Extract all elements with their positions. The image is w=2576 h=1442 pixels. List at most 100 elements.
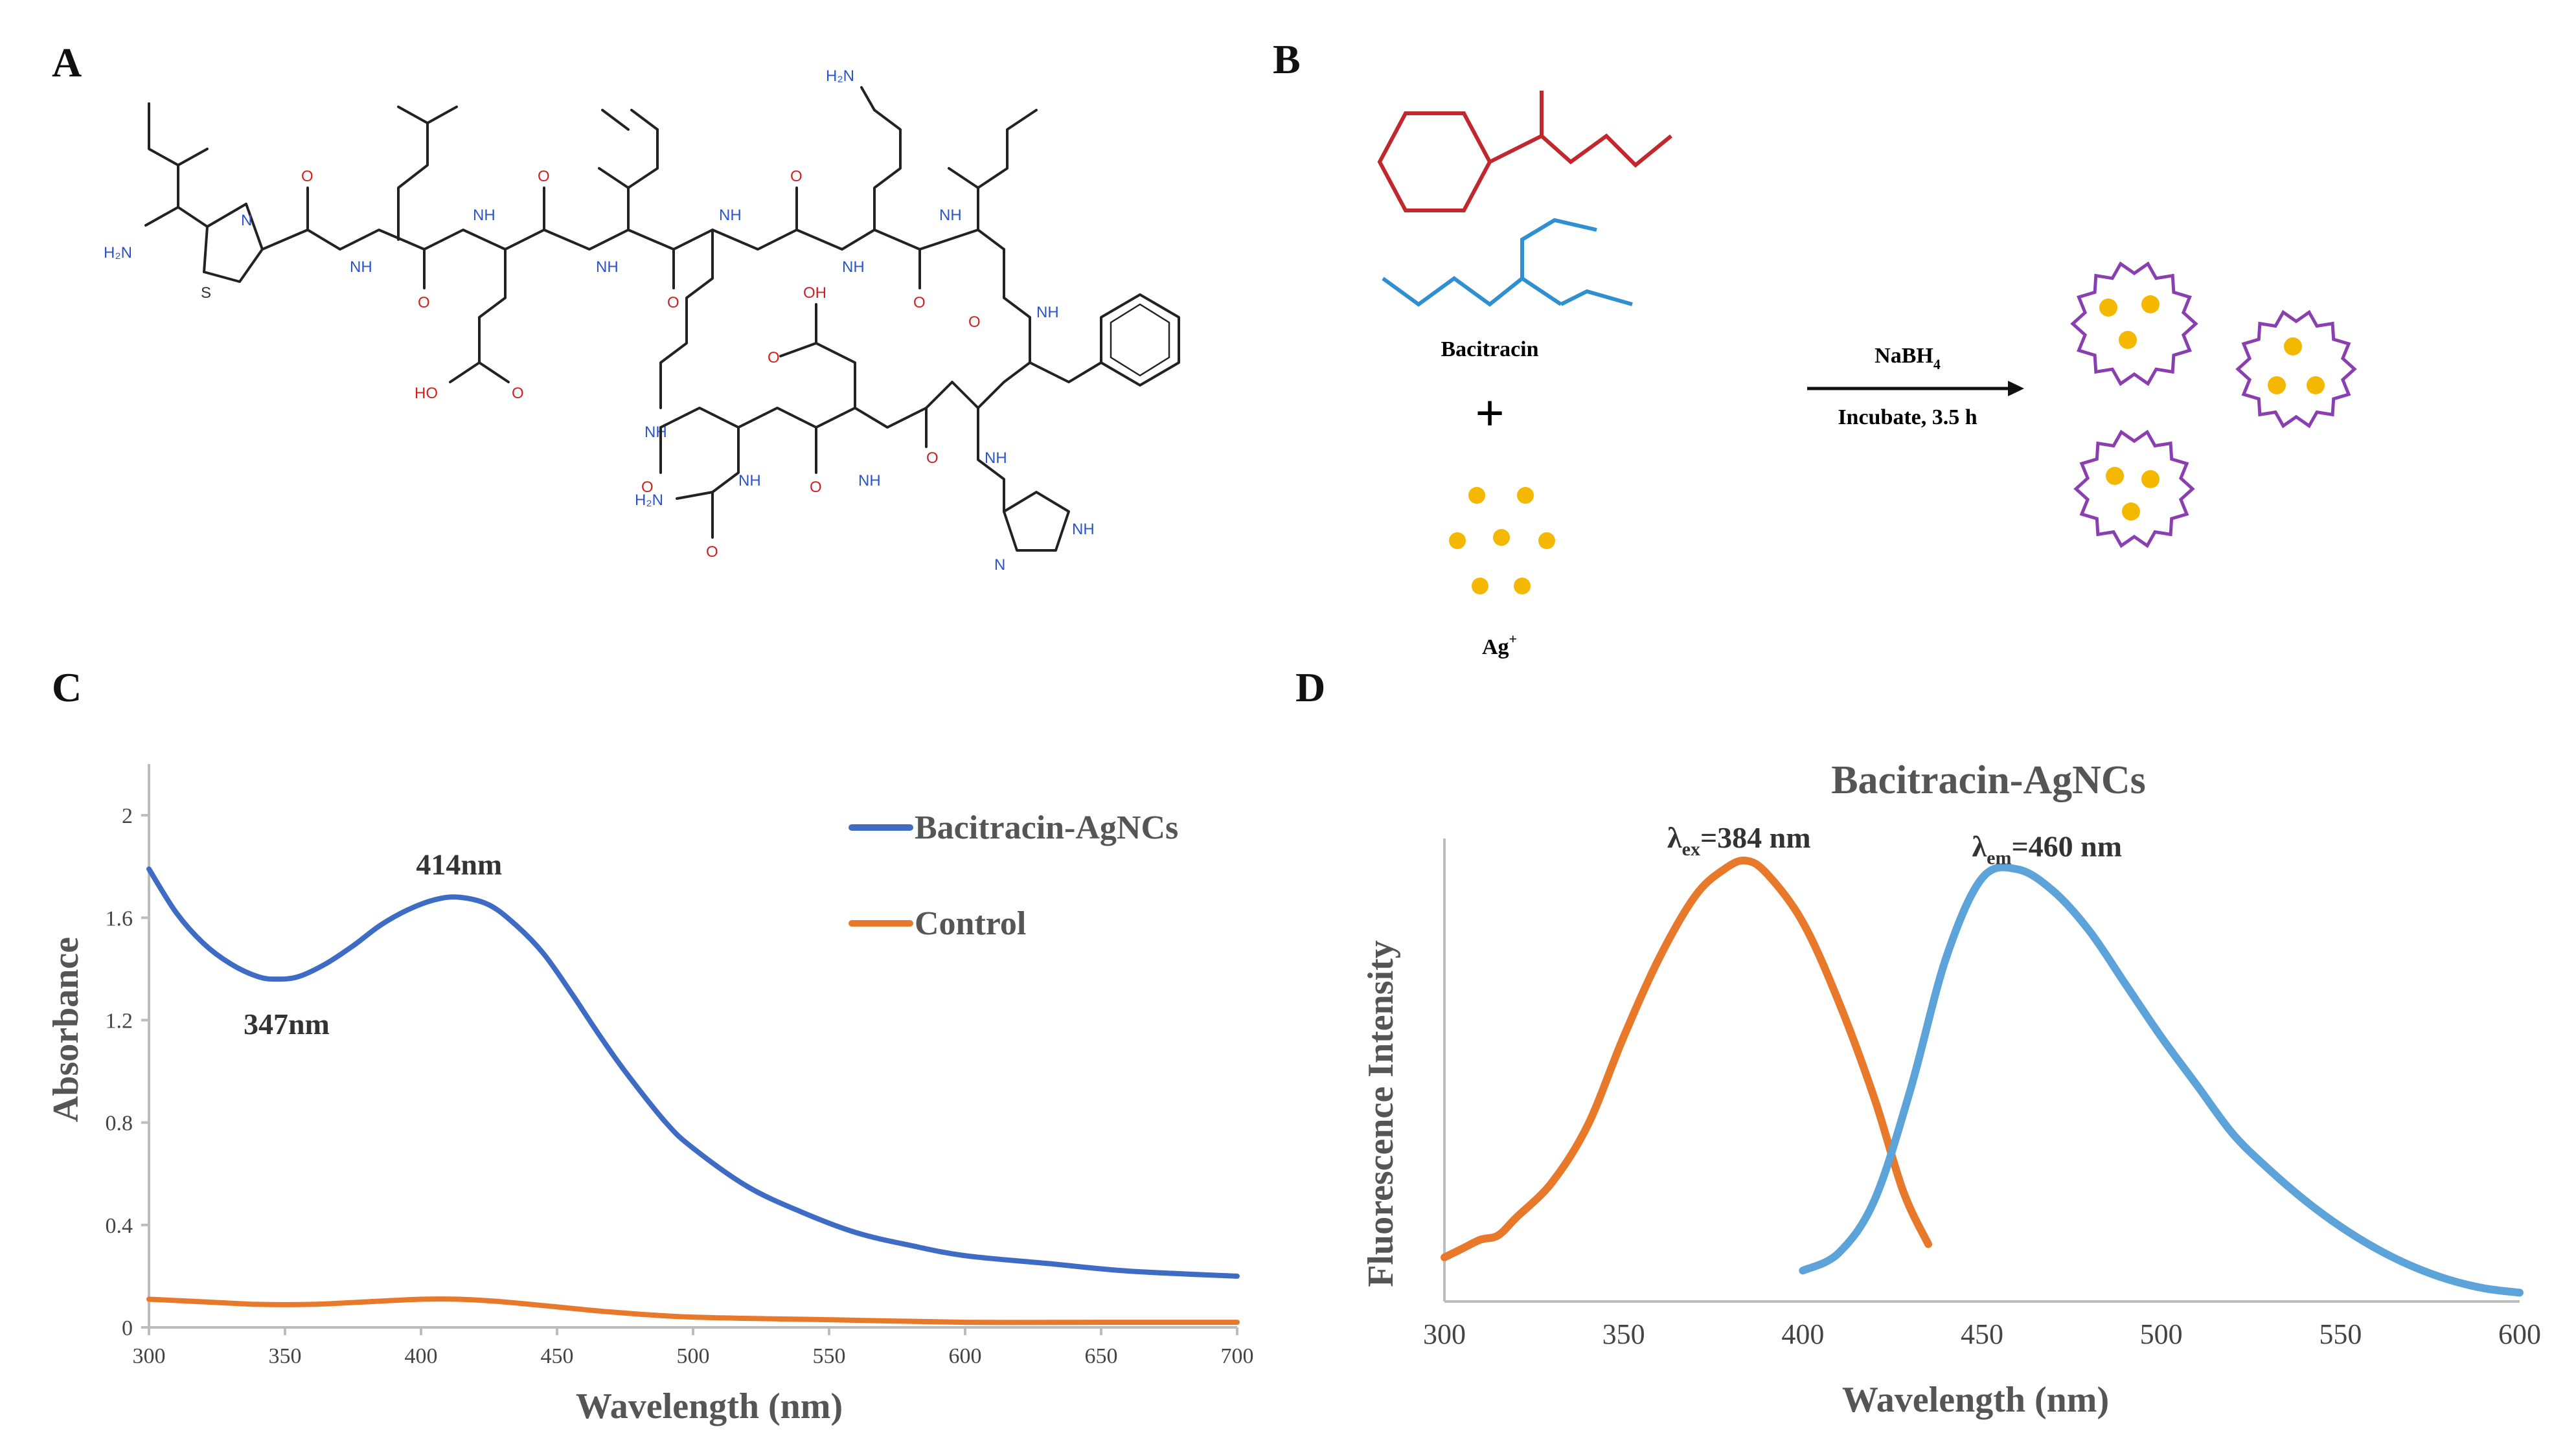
series-line-control [146, 1296, 1240, 1325]
atom-nh: NH [1072, 521, 1095, 538]
x-tick-label: 300 [1423, 1318, 1466, 1350]
x-tick-label: 400 [1781, 1318, 1824, 1350]
y-tick-label: 0.4 [106, 1214, 133, 1238]
atom-o: O [810, 479, 822, 496]
chart-c-annotations: 414nm 347nm [244, 848, 502, 1041]
reagent-sub: 4 [1933, 356, 1941, 372]
y-tick-label: 0.8 [106, 1112, 133, 1136]
phe-side-chain [1029, 361, 1102, 383]
silver-dot [2099, 299, 2117, 317]
bond [601, 109, 630, 131]
bacitracin-structure: H₂N N S O O O O O O NH NH NH NH NH NH HO… [104, 67, 1180, 574]
chart-d-axes: 300 350 400 450 500 550 600 [1423, 839, 2541, 1350]
atom-n: N [994, 556, 1005, 574]
reagent-label: NaBH4 [1875, 344, 1941, 372]
bond [177, 206, 209, 228]
ile-right [977, 109, 1038, 231]
x-tick-label: 550 [813, 1344, 846, 1368]
x-tick-label: 450 [1961, 1318, 2003, 1350]
silver-dot [2106, 467, 2124, 485]
atom-h2n-left: H₂N [104, 244, 132, 262]
bond [779, 342, 817, 357]
atom-nh: NH [473, 207, 496, 224]
atom-nh: NH [350, 258, 372, 276]
atom-o: O [538, 168, 550, 185]
glu-side-chain [449, 248, 507, 383]
blue-chain-icon [1382, 276, 1562, 307]
backbone [261, 229, 921, 251]
chart-c-axes: 0 0.4 0.8 1.2 1.6 2 300 350 400 450 500 550 600 650 70… [106, 764, 1254, 1368]
plus-sign: + [1475, 385, 1505, 442]
phenyl-ring-inner [1110, 303, 1170, 377]
series-line-emission [1799, 863, 2524, 1297]
atom-oh: OH [803, 284, 826, 302]
atom-h2n-top: H₂N [826, 67, 854, 85]
chart-c-legend: Bacitracin-AgNCs Control [849, 809, 1178, 942]
series-line-excitation [1441, 856, 1932, 1261]
legend-label-bacitracin: Bacitracin-AgNCs [915, 809, 1178, 846]
y-tick-label: 1.2 [106, 1009, 133, 1033]
panel-label-d: D [1295, 664, 1326, 710]
chart-c-xlabel: Wavelength (nm) [576, 1386, 843, 1426]
atom-o: O [913, 294, 926, 311]
atom-nh: NH [985, 449, 1007, 467]
atom-s-thiazoline: S [201, 284, 211, 302]
asp-side-chain [815, 303, 856, 409]
silver-dot [1472, 578, 1488, 594]
x-tick-label: 600 [2498, 1318, 2541, 1350]
bond-chain [148, 102, 179, 208]
cyclohexane-icon [1377, 111, 1492, 212]
bond [144, 206, 179, 227]
bond [478, 361, 510, 383]
atom-o: O [790, 168, 803, 185]
his-side-chain [977, 407, 1005, 513]
bond [630, 109, 659, 131]
atom-o: O [418, 294, 430, 311]
chart-d-series [1441, 856, 2524, 1297]
atom-nh: NH [842, 258, 865, 276]
chart-d-annotations: λex=384 nm λem=460 nm [1667, 821, 2122, 869]
x-tick-label: 300 [133, 1344, 166, 1368]
backbone-ring [659, 248, 1031, 429]
silver-dot [2284, 337, 2302, 355]
x-tick-label: 400 [405, 1344, 438, 1368]
x-tick-label: 700 [1221, 1344, 1254, 1368]
red-chain-icon [1488, 133, 1672, 168]
x-tick-label: 600 [949, 1344, 982, 1368]
silver-dot [1493, 529, 1510, 546]
atom-nh: NH [719, 207, 742, 224]
x-tick-label: 550 [2319, 1318, 2362, 1350]
x-tick-label: 500 [2140, 1318, 2183, 1350]
atom-h2n-bottom: H₂N [635, 491, 663, 509]
bond [860, 86, 876, 111]
synthesis-scheme: Bacitracin + Ag+ NaBH4 Incubate, 3.5 h [1377, 91, 2357, 659]
reagent-main: NaBH [1875, 344, 1933, 368]
chart-d-ylabel: Fluorescence Intensity [1361, 940, 1401, 1287]
atom-o: O [512, 385, 524, 402]
bond [918, 229, 979, 251]
imidazole-ring [1003, 491, 1070, 552]
silver-dot [2141, 470, 2160, 488]
absorbance-chart: 0 0.4 0.8 1.2 1.6 2 300 350 400 450 500 550 600 650 70… [46, 764, 1254, 1426]
blue-branch-icon [1520, 218, 1597, 278]
x-tick-label: 350 [269, 1344, 302, 1368]
x-tick-label: 650 [1085, 1344, 1118, 1368]
x-tick-label: 450 [541, 1344, 574, 1368]
atom-nh: NH [738, 472, 761, 490]
bond [676, 491, 714, 500]
silver-dot [1514, 578, 1531, 594]
bond [977, 229, 1005, 251]
bond [598, 167, 630, 189]
atom-o: O [768, 349, 780, 366]
silver-dot [1449, 532, 1466, 549]
orn-side-chain [873, 109, 902, 231]
atom-nh: NH [1036, 304, 1059, 321]
lys-side-chain [659, 229, 714, 409]
atom-ho: HO [415, 385, 438, 402]
atom-nh: NH [939, 207, 962, 224]
leu-side-chain [397, 106, 458, 241]
silver-dot [2122, 502, 2140, 521]
series-line-bacitracin-agncs [146, 866, 1240, 1279]
x-tick-label: 350 [1602, 1318, 1645, 1350]
bond [948, 167, 979, 189]
